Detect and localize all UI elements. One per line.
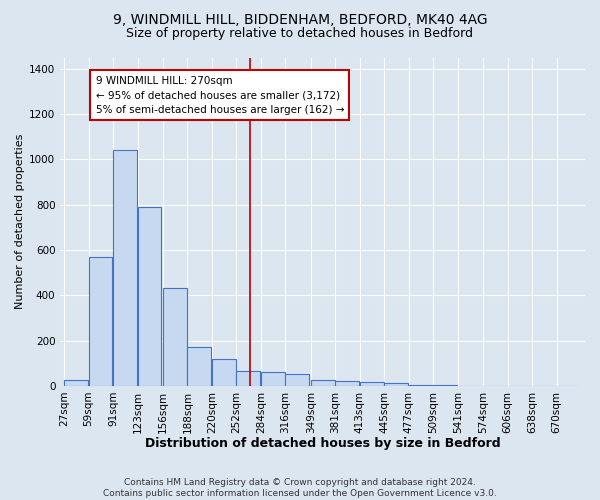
Bar: [261, 372, 285, 386]
Bar: [212, 358, 236, 386]
Bar: [286, 374, 309, 386]
Bar: [409, 384, 433, 386]
Text: 9, WINDMILL HILL, BIDDENHAM, BEDFORD, MK40 4AG: 9, WINDMILL HILL, BIDDENHAM, BEDFORD, MK…: [113, 12, 487, 26]
Bar: [64, 380, 88, 386]
Text: Size of property relative to detached houses in Bedford: Size of property relative to detached ho…: [127, 28, 473, 40]
Bar: [311, 380, 335, 386]
X-axis label: Distribution of detached houses by size in Bedford: Distribution of detached houses by size …: [145, 437, 500, 450]
Bar: [236, 371, 260, 386]
Bar: [163, 288, 187, 386]
Bar: [385, 382, 408, 386]
Bar: [113, 150, 137, 386]
Bar: [335, 382, 359, 386]
Bar: [187, 348, 211, 386]
Y-axis label: Number of detached properties: Number of detached properties: [15, 134, 25, 310]
Bar: [360, 382, 383, 386]
Bar: [137, 207, 161, 386]
Bar: [89, 257, 112, 386]
Text: Contains HM Land Registry data © Crown copyright and database right 2024.
Contai: Contains HM Land Registry data © Crown c…: [103, 478, 497, 498]
Text: 9 WINDMILL HILL: 270sqm
← 95% of detached houses are smaller (3,172)
5% of semi-: 9 WINDMILL HILL: 270sqm ← 95% of detache…: [95, 76, 344, 115]
